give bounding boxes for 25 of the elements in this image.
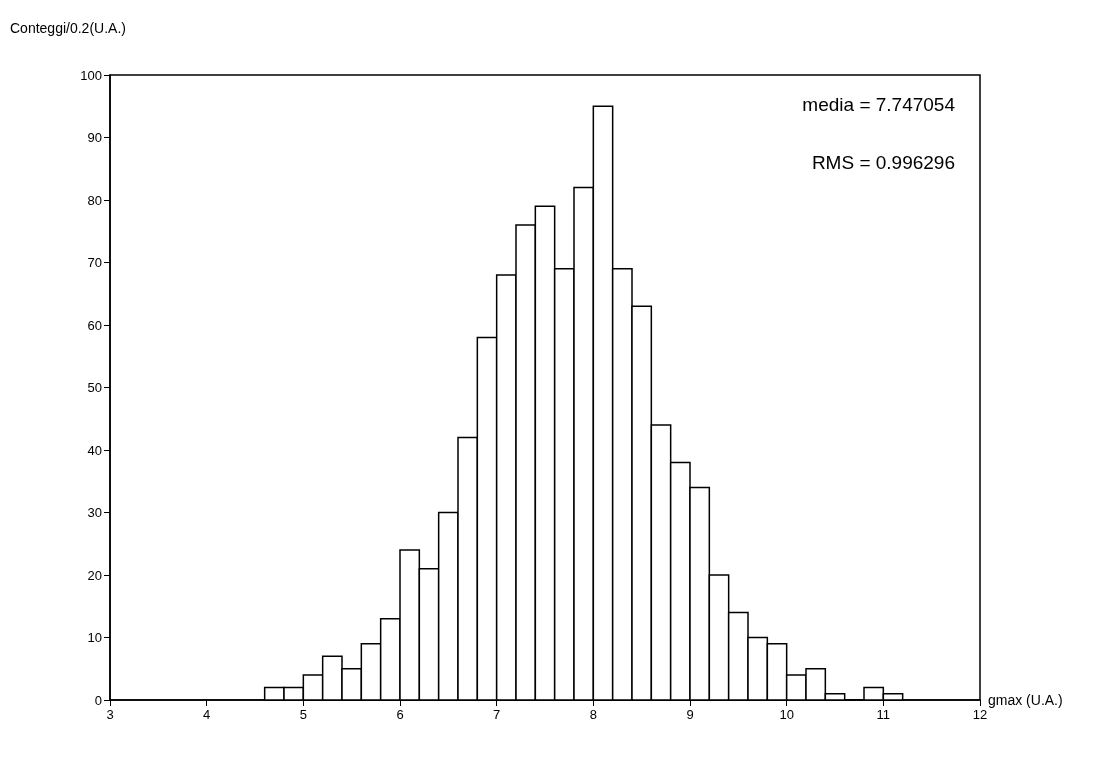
y-tick-label: 40 (87, 442, 102, 458)
y-tick-label: 70 (87, 255, 102, 270)
y-tick-label: 80 (87, 192, 102, 208)
y-tick-label: 10 (87, 630, 102, 645)
x-tick-label: 9 (686, 707, 694, 722)
y-tick-label: 50 (87, 380, 102, 395)
x-tick-label: 11 (876, 707, 891, 722)
y-tick-label: 60 (87, 317, 102, 333)
y-tick-label: 90 (87, 130, 102, 145)
y-axis-title: Conteggi/0.2(U.A.) (10, 20, 126, 36)
x-tick-label: 8 (589, 707, 597, 722)
annotation: media = 7.747054 (802, 94, 956, 115)
y-tick-label: 30 (87, 505, 102, 520)
y-tick-label: 0 (94, 692, 102, 708)
x-tick-label: 10 (779, 707, 794, 722)
x-axis-title: gmax (U.A.) (988, 692, 1063, 708)
x-tick-label: 3 (106, 707, 114, 722)
x-tick-label: 4 (203, 707, 211, 722)
y-tick-label: 100 (80, 67, 102, 83)
annotation: RMS = 0.996296 (811, 152, 955, 173)
y-tick-label: 20 (87, 567, 102, 583)
x-tick-label: 7 (493, 707, 501, 722)
x-tick-label: 6 (396, 707, 404, 722)
x-tick-label: 12 (972, 707, 988, 722)
x-tick-label: 5 (299, 707, 307, 722)
